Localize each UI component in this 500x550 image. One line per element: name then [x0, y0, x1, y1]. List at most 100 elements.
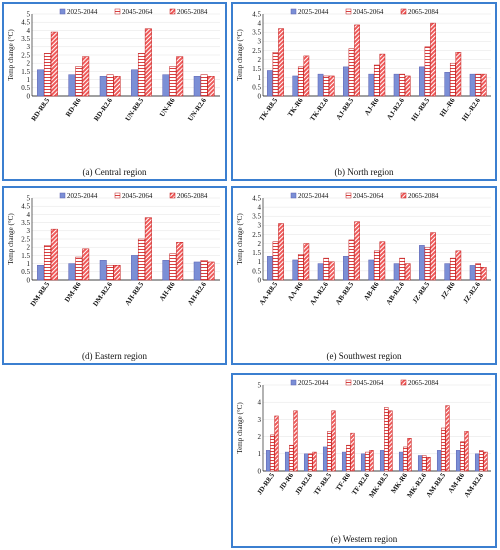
y-tick-label: 4.5 — [252, 194, 261, 202]
bar-chart-central: Temp change (°C) 00.511.522.533.544.55 RD-… — [7, 8, 220, 123]
bar-2025-2044-UN-R2.6 — [193, 76, 201, 97]
bar-2065-2084-UN-R6 — [176, 56, 184, 97]
bar-2065-2084-AM-R6 — [464, 431, 469, 472]
bar-2025-2044-RD-R8.5 — [37, 69, 45, 97]
bar-2045-2064-AH-R2.6 — [200, 260, 208, 281]
bar-2065-2084-TK-R6 — [303, 55, 310, 97]
bar-2065-2084-AB-R2.6 — [404, 263, 411, 281]
y-tick-label: 0 — [258, 467, 262, 475]
bar-2025-2044-JZ-R6 — [444, 263, 451, 281]
y-tick-label: 5 — [258, 381, 262, 389]
bar-2045-2064-TK-R6 — [297, 66, 304, 97]
bar-2045-2064-DM-R8.5 — [43, 245, 51, 281]
y-tick-label: 0.5 — [252, 83, 261, 91]
x-tick-label: JZ-R6 — [439, 280, 457, 301]
y-tick-label: 0.5 — [21, 268, 30, 276]
bar-2045-2064-JZ-R6 — [449, 257, 456, 281]
bar-2065-2084-JD-R2.6 — [312, 451, 317, 472]
bar-2025-2044-MK-R2.6 — [417, 455, 423, 472]
bar-2045-2064-UN-R6 — [169, 66, 177, 97]
y-tick-label: 1 — [27, 76, 31, 84]
legend-swatch — [290, 192, 297, 199]
bar-2025-2044-MK-R6 — [398, 451, 404, 472]
bar-2065-2084-AJ-R8.5 — [354, 24, 360, 97]
bar-2025-2044-AB-R2.6 — [393, 263, 400, 281]
caption-southwest: (e) Southwest region — [326, 351, 402, 361]
y-tick-label: 3 — [27, 43, 31, 51]
y-tick-label: 4.5 — [21, 19, 30, 27]
bar-2025-2044-TK-R6 — [292, 75, 299, 97]
bar-2045-2064-UN-R8.5 — [137, 53, 145, 97]
bar-2045-2064-AM-R6 — [460, 441, 465, 472]
x-tick-label: RD-R6 — [64, 96, 83, 118]
x-tick-label: UN-R6 — [158, 96, 177, 118]
bar-chart-southwest: Temp change (°C) 00.511.522.533.54 4.5 AA-R… — [236, 192, 491, 307]
bar-2065-2084-HL-R2.6 — [480, 73, 487, 97]
bar-2025-2044-DM-R6 — [68, 263, 76, 281]
x-tick-label: RD-R2.6 — [92, 96, 114, 122]
bar-2065-2084-TF-R2.6 — [369, 450, 374, 472]
x-tick-label: AJ-R6 — [363, 96, 381, 117]
bar-2045-2064-TK-R8.5 — [272, 52, 279, 97]
bar-2025-2044-AA-R6 — [292, 259, 299, 281]
bar-2065-2084-AM-R8.5 — [445, 405, 450, 472]
legend-swatch — [169, 8, 176, 15]
x-tick-label: AM-R6 — [447, 471, 467, 494]
bar-2025-2044-HL-R6 — [444, 72, 451, 97]
bar-2045-2064-AA-R2.6 — [323, 257, 329, 281]
y-tick-label: 4.5 — [21, 203, 30, 211]
bar-2025-2044-AJ-R8.5 — [343, 66, 349, 97]
caption-eastern: (d) Eastern region — [82, 351, 147, 361]
bar-2025-2044-AM-R8.5 — [436, 450, 442, 472]
legend-swatch — [114, 192, 121, 199]
y-tick-label: 3 — [258, 222, 262, 230]
x-tick-label: UN-R8.5 — [124, 96, 146, 122]
bar-2065-2084-JZ-R6 — [455, 250, 462, 281]
legend-label: 2045-2064 — [353, 8, 384, 16]
bar-2065-2084-JD-R8.5 — [274, 415, 279, 472]
y-tick-label: 1 — [258, 258, 262, 266]
bar-2045-2064-AJ-R2.6 — [399, 73, 405, 97]
y-tick-label: 2 — [258, 56, 262, 64]
bar-2025-2044-AM-R2.6 — [474, 453, 480, 472]
bar-2025-2044-AH-R8.5 — [131, 255, 139, 281]
y-tick-label: 4 — [27, 27, 31, 35]
y-tick-label: 2 — [27, 60, 31, 68]
bar-chart-eastern: Temp change (°C) 00.511.522.533.544.55 DM-… — [7, 192, 220, 308]
x-tick-label: JZ-R2.6 — [461, 280, 482, 305]
bar-2045-2064-RD-R2.6 — [106, 74, 114, 97]
y-tick-label: 1.5 — [21, 252, 30, 260]
bar-2065-2084-AB-R8.5 — [354, 221, 360, 281]
bar-2065-2084-AA-R6 — [303, 243, 310, 281]
bar-2025-2044-AA-R8.5 — [267, 256, 273, 281]
bar-2065-2084-RD-R8.5 — [50, 31, 58, 97]
bar-2045-2064-AH-R8.5 — [137, 238, 145, 281]
bar-2025-2044-TF-R6 — [341, 451, 347, 472]
legend-swatch — [400, 8, 407, 15]
chart-panel-western: Temp change (°C) 0 1 2 3 4 5 JD-R8.5 JD-R6 JD-R2.… — [231, 373, 497, 548]
x-tick-label: AH-R8.5 — [123, 280, 145, 307]
bar-2065-2084-TF-R8.5 — [331, 410, 336, 472]
bar-2045-2064-AM-R2.6 — [479, 450, 484, 472]
legend-swatch — [290, 379, 297, 386]
x-tick-label: TK-R2.6 — [308, 96, 330, 123]
bar-2065-2084-TF-R6 — [350, 432, 355, 472]
y-tick-label: 2.5 — [21, 51, 30, 59]
bar-2025-2044-MK-R8.5 — [379, 450, 385, 472]
bar-2045-2064-HL-R2.6 — [475, 73, 481, 97]
bar-2065-2084-UN-R2.6 — [207, 76, 215, 97]
y-tick-label: 0 — [258, 276, 262, 284]
bar-2065-2084-JZ-R2.6 — [480, 266, 487, 281]
bar-2065-2084-DM-R2.6 — [113, 264, 121, 281]
bar-2025-2044-RD-R6 — [68, 74, 76, 97]
x-tick-label: AJ-R8.5 — [335, 96, 356, 121]
x-tick-label: AH-R6 — [158, 280, 177, 303]
bar-2025-2044-HL-R8.5 — [419, 66, 425, 97]
x-tick-label: DM-R6 — [63, 280, 83, 303]
bar-2025-2044-JD-R6 — [284, 451, 290, 472]
legend: 2025-2044 2045-2064 2065-2084 — [290, 192, 439, 200]
bar-2045-2064-MK-R6 — [403, 446, 408, 472]
x-tick-label: MK-R6 — [389, 471, 409, 495]
y-tick-label: 2 — [258, 433, 262, 441]
bar-2045-2064-AB-R6 — [373, 250, 380, 281]
